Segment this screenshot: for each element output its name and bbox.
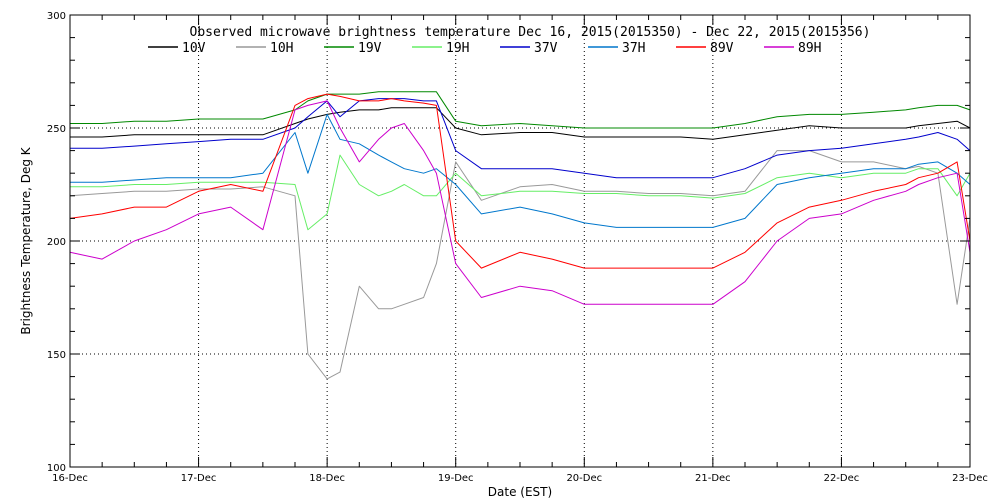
x-axis-title: Date (EST) [488, 485, 552, 499]
series-line-10h [69, 150, 971, 380]
chart-title: Observed microwave brightness temperatur… [190, 25, 871, 40]
y-tick-label: 200 [47, 237, 66, 248]
series-line-37v [70, 98, 971, 179]
series-line-10v [70, 107, 971, 140]
series-line-37h [70, 113, 971, 228]
series-line-89v [69, 93, 971, 269]
x-tick-label: 22-Dec [824, 473, 860, 484]
legend-label-37v: 37V [534, 41, 558, 56]
legend-label-10v: 10V [182, 41, 206, 56]
legend-label-19h: 19H [446, 41, 469, 56]
legend: 10V 10H 19V 19H 37V 37H 89V 89H [148, 41, 821, 56]
y-axis-title: Brightness Temperature, Deg K [19, 146, 33, 334]
x-tick-label: 19-Dec [438, 473, 474, 484]
y-tick-label: 300 [47, 11, 66, 22]
y-tick-label: 250 [47, 124, 66, 135]
y-tick-label: 150 [47, 350, 66, 361]
grid-lines [70, 15, 970, 467]
x-tick-label: 20-Dec [566, 473, 602, 484]
legend-label-10h: 10H [270, 41, 293, 56]
x-tick-label: 18-Dec [309, 473, 345, 484]
axis-ticks: 16-Dec 17-Dec 18-Dec 19-Dec 20-Dec 21-Dec 22-D… [47, 11, 988, 484]
x-tick-label: 23-Dec [952, 473, 988, 484]
legend-label-19v: 19V [358, 41, 382, 56]
y-tick-label: 100 [47, 463, 66, 474]
legend-label-89h: 89H [798, 41, 821, 56]
series-line-19v [70, 91, 971, 129]
series-line-89h [69, 100, 971, 305]
legend-label-89v: 89V [710, 41, 734, 56]
x-tick-label: 21-Dec [695, 473, 731, 484]
series-line-19h [70, 154, 971, 231]
legend-label-37h: 37H [622, 41, 645, 56]
x-tick-label: 17-Dec [181, 473, 217, 484]
series-lines [69, 91, 971, 380]
x-tick-label: 16-Dec [52, 473, 88, 484]
